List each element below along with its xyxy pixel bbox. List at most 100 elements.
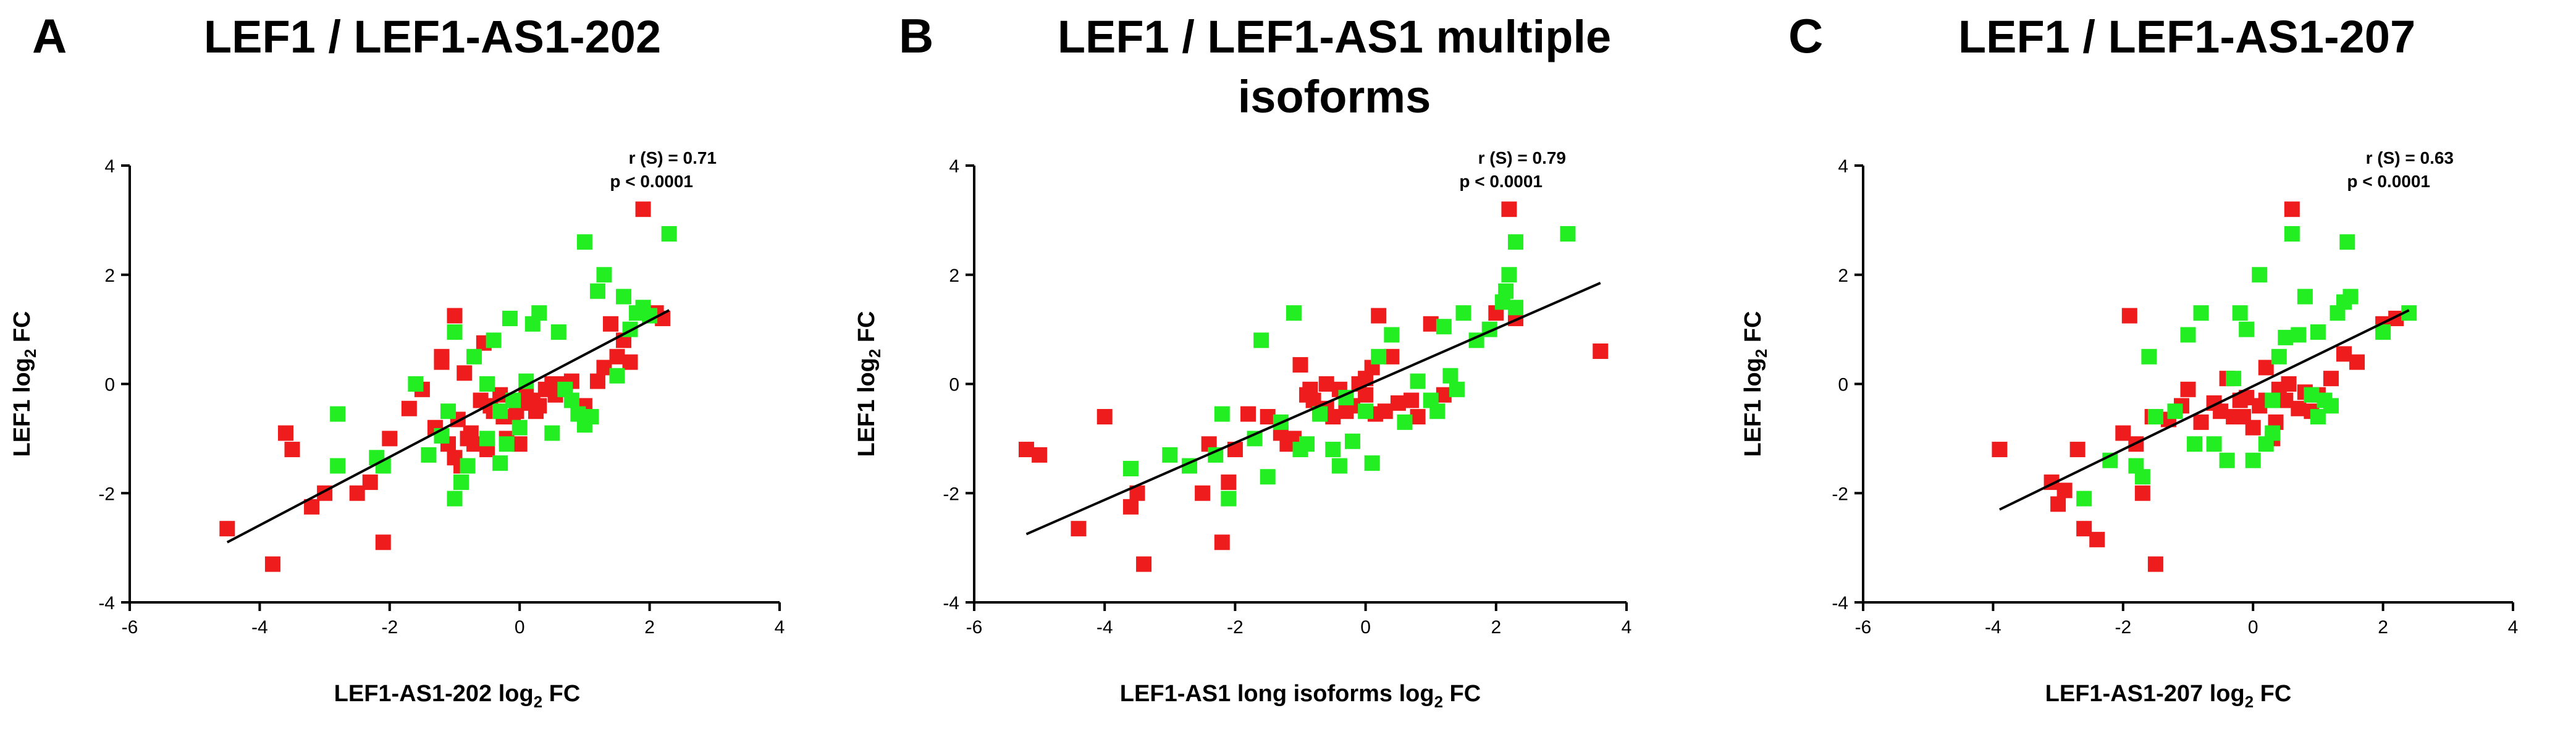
data-point-green — [2220, 453, 2235, 468]
x-tick-label: -4 — [251, 617, 268, 638]
data-point-red — [434, 349, 449, 364]
x-tick-label: -6 — [966, 617, 983, 638]
data-point-green — [2194, 305, 2209, 321]
data-point-green — [466, 349, 482, 364]
data-point-green — [1221, 491, 1236, 507]
data-point-red — [1319, 376, 1334, 392]
x-tick-label: -2 — [381, 617, 398, 638]
data-point-green — [1214, 407, 1230, 422]
data-point-green — [1286, 305, 1302, 321]
data-point-green — [2252, 267, 2267, 282]
data-point-red — [2284, 201, 2300, 217]
p-value: p < 0.0001 — [1459, 172, 1543, 191]
y-tick-label: -4 — [943, 593, 959, 613]
data-point-green — [1501, 267, 1517, 282]
data-point-red — [2089, 532, 2105, 547]
data-point-green — [1560, 226, 1575, 242]
data-point-green — [590, 284, 605, 299]
data-point-green — [596, 267, 612, 282]
data-point-green — [564, 393, 579, 408]
regression-line — [1026, 283, 1600, 534]
data-point-green — [460, 458, 476, 474]
data-point-red — [531, 398, 547, 413]
data-point-green — [453, 474, 469, 490]
panel-title: LEF1 / LEF1-AS1-202 — [204, 11, 661, 62]
x-tick-label: -4 — [1985, 617, 2001, 638]
scatter-panel-a: A LEF1 / LEF1-AS1-202-4-2024-6 -4 -2 0 2 4LEF1… — [9, 9, 785, 711]
data-point-green — [2265, 393, 2280, 408]
data-point-green — [662, 226, 677, 242]
data-point-red — [2181, 382, 2196, 397]
panel-letter: C — [1788, 9, 1823, 63]
x-tick-label: -2 — [2115, 617, 2131, 638]
y-axis-label: LEF1 log2 FC — [854, 311, 884, 457]
panel-title: LEF1 / LEF1-AS1-207 — [1958, 11, 2415, 62]
data-point-green — [583, 409, 599, 424]
y-tick-label: 0 — [1838, 375, 1848, 395]
data-point-red — [402, 401, 417, 416]
data-point-green — [479, 431, 495, 446]
x-tick-label: 0 — [515, 617, 525, 638]
data-point-red — [285, 442, 300, 457]
y-tick-label: 2 — [104, 266, 115, 286]
x-tick-label: 4 — [775, 617, 785, 638]
data-point-red — [2236, 409, 2251, 424]
x-tick-label: 2 — [2378, 617, 2388, 638]
x-axis-label: LEF1-AS1-207 log2 FC — [2045, 681, 2292, 711]
data-point-red — [2194, 415, 2209, 430]
y-axis-label: LEF1 log2 FC — [1740, 311, 1770, 457]
y-tick-label: 0 — [949, 375, 959, 395]
regression-line — [2000, 310, 2409, 510]
data-point-green — [2239, 322, 2254, 337]
x-tick-label: -6 — [122, 617, 138, 638]
data-point-green — [1365, 455, 1380, 471]
data-point-green — [2226, 371, 2241, 386]
data-point-red — [1240, 407, 1256, 422]
regression-line — [227, 310, 669, 542]
data-point-green — [2291, 327, 2306, 342]
data-point-green — [2339, 234, 2355, 250]
x-tick-label: 2 — [644, 617, 655, 638]
data-point-green — [1332, 458, 1347, 474]
data-point-green — [2148, 409, 2163, 424]
data-point-green — [2233, 305, 2248, 321]
data-point-green — [440, 403, 456, 419]
y-tick-label: 2 — [949, 266, 959, 286]
data-point-green — [1371, 349, 1386, 364]
data-point-red — [1123, 499, 1139, 515]
data-point-red — [1302, 382, 1318, 397]
data-point-red — [590, 374, 605, 389]
x-tick-label: 0 — [1360, 617, 1371, 638]
data-point-red — [1293, 357, 1308, 373]
x-tick-label: -2 — [1227, 617, 1244, 638]
p-value: p < 0.0001 — [610, 172, 693, 191]
data-point-green — [2271, 349, 2287, 364]
figure: A LEF1 / LEF1-AS1-202-4-2024-6 -4 -2 0 2 4LEF1… — [0, 0, 2576, 729]
data-point-green — [447, 324, 463, 340]
data-point-red — [2148, 557, 2163, 572]
data-point-green — [2207, 436, 2222, 452]
data-point-red — [1404, 393, 1419, 408]
p-value: p < 0.0001 — [2347, 172, 2430, 191]
data-point-green — [421, 447, 436, 463]
data-point-green — [1498, 284, 1513, 299]
data-point-green — [1449, 382, 1465, 397]
data-point-red — [623, 355, 638, 370]
data-point-red — [2070, 442, 2086, 457]
data-point-green — [1260, 469, 1276, 484]
scatter-panel-b: B LEF1 / LEF1-AS1 multipleisoforms-4-2024… — [854, 9, 1631, 711]
x-axis-label: LEF1-AS1-202 log2 FC — [334, 681, 581, 711]
data-point-red — [219, 521, 235, 536]
data-point-green — [1123, 461, 1139, 476]
data-point-green — [1162, 447, 1177, 463]
data-point-red — [447, 308, 463, 324]
data-point-green — [1456, 305, 1471, 321]
scatter-panel-c: C LEF1 / LEF1-AS1-207 -4 -2 0 2 4 -6 -4 -2 0 2 4 LEF1… — [1740, 9, 2518, 711]
data-point-red — [1593, 343, 1608, 359]
data-point-red — [2122, 308, 2137, 324]
data-point-green — [2076, 491, 2092, 507]
data-point-red — [1214, 534, 1230, 550]
x-tick-label: 4 — [2508, 617, 2519, 638]
data-point-red — [1032, 447, 1047, 463]
data-point-red — [603, 316, 618, 332]
